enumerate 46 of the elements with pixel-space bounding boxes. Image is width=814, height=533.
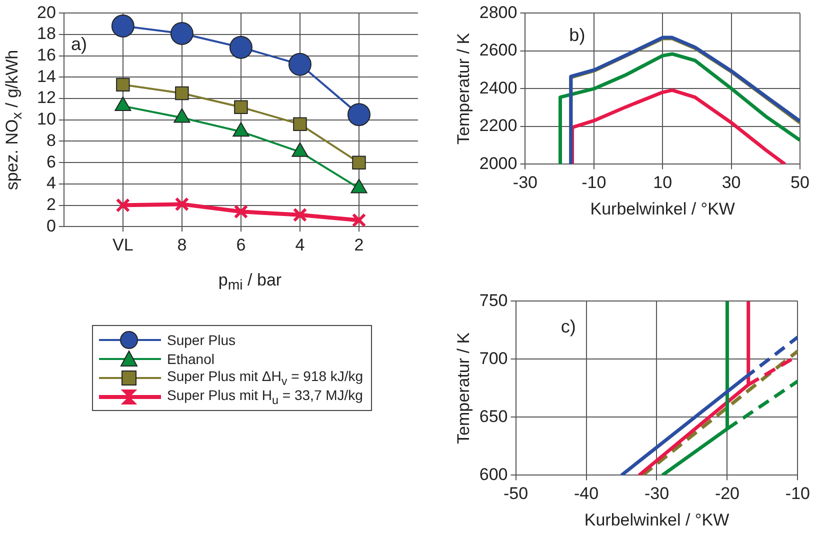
y-tick-label: 2600 (479, 40, 518, 60)
legend-label: Ethanol (167, 350, 214, 366)
x-tick-label: -30 (644, 484, 670, 504)
x-tick-label: -30 (512, 173, 538, 192)
legend-label: Super Plus (167, 332, 236, 348)
y-tick-label: 2000 (479, 154, 518, 173)
y-tick-label: 8 (46, 130, 56, 150)
y-tick-label: 2 (46, 194, 56, 214)
y-tick-label: 600 (479, 464, 508, 484)
y-tick-label: 10 (36, 110, 56, 129)
y-tick-label: 650 (479, 406, 508, 426)
y-tick-label: 20 (36, 2, 56, 22)
y-tick-label: 16 (36, 46, 56, 65)
x-tick-label: -10 (785, 484, 810, 504)
x-tick-label: 10 (653, 173, 672, 192)
x-tick-label: VL (112, 235, 134, 254)
y-tick-label: 14 (36, 66, 56, 86)
y-tick-label: 0 (46, 216, 56, 236)
y-tick-label: 2400 (479, 78, 518, 98)
legend-label: Super Plus mit ΔH$_{v}$ = 918 kJ/kg (167, 368, 364, 388)
x-tick-label: 30 (722, 173, 741, 192)
x-axis-title: Kurbelwinkel / °KW (590, 199, 735, 218)
y-axis-title: Temperatur / K (454, 332, 473, 444)
x-tick-label: -40 (574, 484, 599, 504)
y-tick-label: 2800 (479, 2, 518, 22)
y-tick-label: 2200 (479, 116, 518, 136)
y-axis-title: Temperatur / K (454, 32, 473, 144)
x-axis-title: Kurbelwinkel / °KW (584, 510, 730, 530)
x-tick-label: 4 (295, 235, 305, 254)
x-tick-label: -20 (714, 484, 740, 504)
x-tick-label: 50 (790, 173, 810, 192)
x-tick-label: -10 (582, 173, 606, 192)
x-tick-label: 8 (177, 235, 187, 254)
y-tick-label: 750 (479, 290, 508, 310)
annotation: a) (70, 34, 88, 54)
y-tick-label: 18 (36, 24, 56, 44)
x-axis-title: p$_{mi}$ / bar (218, 270, 282, 294)
annotation: c) (560, 316, 576, 336)
x-tick-label: -50 (503, 484, 528, 504)
y-tick-label: 700 (479, 348, 508, 368)
y-tick-label: 6 (46, 152, 56, 172)
y-tick-label: 12 (36, 88, 56, 108)
x-tick-label: 2 (354, 235, 364, 254)
annotation: b) (569, 24, 586, 45)
x-tick-label: 6 (236, 235, 246, 254)
legend-label: Super Plus mit H$_{u}$ = 33,7 MJ/kg (167, 386, 363, 406)
